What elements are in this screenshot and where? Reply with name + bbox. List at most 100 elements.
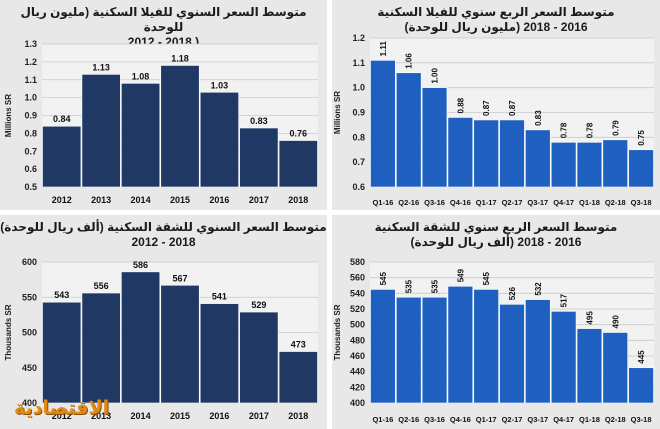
- bar: [278, 140, 318, 188]
- y-tick-label: 580: [350, 257, 365, 267]
- x-tick-label: Q3-16: [424, 415, 445, 424]
- data-label: 0.79: [611, 120, 620, 136]
- data-label: 0.76: [290, 129, 308, 139]
- bar: [473, 119, 499, 188]
- bar: [370, 289, 396, 404]
- y-axis-label: Millions SR: [4, 94, 13, 137]
- bar: [42, 125, 82, 188]
- bar: [576, 142, 603, 188]
- bar: [370, 60, 396, 188]
- data-label: 1.11: [379, 41, 388, 57]
- data-label: 545: [482, 272, 491, 286]
- x-tick-label: 2013: [91, 195, 111, 205]
- data-label: 1.13: [92, 62, 110, 72]
- y-tick-label: 1.1: [352, 58, 365, 68]
- bar: [499, 304, 525, 404]
- data-label: 0.78: [585, 122, 594, 138]
- x-tick-label: 2016: [209, 411, 229, 421]
- x-tick-label: 2015: [170, 195, 190, 205]
- y-tick-label: 1.1: [24, 75, 37, 85]
- y-tick-label: 600: [22, 257, 37, 267]
- x-tick-label: 2012: [52, 195, 72, 205]
- y-tick-label: 520: [350, 304, 365, 314]
- bar-chart-svg: 0.5 0.6 0.7 0.8 0.9 1.0 1.1 1.2 1.3 Millions SR 0.…: [4, 39, 318, 205]
- y-axis-label: Thousands SR: [333, 304, 342, 360]
- data-label: 567: [172, 273, 187, 283]
- chart-panel-villa-quarterly: متوسط السعر الربع سنوي للفيلا السكنية (م…: [332, 0, 660, 210]
- bar: [628, 367, 654, 404]
- chart-panel-villa-annual: متوسط السعر السنوي للفيلا السكنية (مليون…: [0, 0, 327, 210]
- bar: [278, 351, 318, 404]
- bar: [602, 139, 628, 188]
- bar: [447, 117, 474, 188]
- bar: [396, 72, 422, 188]
- x-tick-label: Q2-18: [605, 415, 626, 424]
- bar: [525, 129, 551, 188]
- x-tick-label: Q1-16: [372, 198, 393, 207]
- chart-subtitle: (ألف ريال للوحدة) 2016 - 2018: [410, 235, 582, 249]
- x-tick-label: Q2-17: [502, 198, 523, 207]
- x-tick-label: Q4-17: [553, 415, 574, 424]
- data-label: 1.06: [405, 53, 414, 69]
- bar-chart-svg: 400 450 500 550 600 Thousands SR 543 2012 556 201…: [4, 257, 318, 421]
- bar: [628, 149, 654, 188]
- x-tick-label: Q3-17: [527, 198, 548, 207]
- y-tick-label: 0.9: [352, 108, 365, 118]
- y-tick-label: 400: [350, 398, 365, 408]
- bar: [525, 299, 551, 404]
- x-tick-label: 2015: [170, 411, 190, 421]
- y-tick-label: 0.9: [24, 111, 37, 121]
- bar: [239, 311, 279, 404]
- chart-panel-apartment-quarterly: متوسط السعر الربع سنوي للشقة السكنية (أل…: [332, 215, 660, 429]
- bar: [121, 271, 161, 404]
- bar: [81, 74, 121, 188]
- chart-title: متوسط السعر السنوي للفيلا السكنية (مليون…: [20, 5, 307, 34]
- y-axis-label: Thousands SR: [4, 304, 13, 360]
- bar: [81, 292, 121, 404]
- y-tick-label: 1.3: [24, 39, 37, 49]
- y-tick-label: 1.0: [352, 83, 365, 93]
- chart-title-block: متوسط السعر الربع سنوي للشقة السكنية (أل…: [332, 220, 660, 250]
- x-tick-label: Q2-18: [605, 198, 626, 207]
- bar: [199, 303, 239, 404]
- y-tick-label: 0.8: [24, 128, 37, 138]
- x-tick-label: Q3-16: [424, 198, 445, 207]
- y-axis-label: Millions SR: [333, 91, 342, 134]
- y-tick-label: 0.5: [24, 182, 37, 192]
- chart-subtitle: (مليون ريال للوحدة) 2016 - 2018: [404, 20, 588, 34]
- x-tick-label: Q2-16: [398, 198, 419, 207]
- x-tick-label: Q4-16: [450, 415, 471, 424]
- data-label: 545: [379, 272, 388, 286]
- data-label: 0.78: [560, 122, 569, 138]
- y-tick-label: 1.2: [352, 33, 365, 43]
- data-label: 473: [291, 340, 306, 350]
- data-label: 1.18: [171, 53, 189, 63]
- y-tick-label: 0.7: [24, 146, 37, 156]
- y-tick-label: 400: [22, 398, 37, 408]
- data-label: 0.87: [482, 100, 491, 116]
- bar-chart-svg: 0.6 0.7 0.8 0.9 1.0 1.1 1.2 Millions SR 1.11 Q1-1…: [333, 33, 654, 207]
- x-tick-label: Q2-16: [398, 415, 419, 424]
- y-tick-label: 1.2: [24, 57, 37, 67]
- data-label: 535: [405, 279, 414, 293]
- bar: [42, 301, 82, 404]
- x-tick-label: Q1-17: [476, 198, 497, 207]
- x-tick-label: 2018: [288, 195, 308, 205]
- data-label: 549: [456, 268, 465, 282]
- chart-title: متوسط السعر الربع سنوي للفيلا السكنية: [377, 5, 615, 19]
- y-tick-label: 1.0: [24, 93, 37, 103]
- chart-subtitle: 2012 - 2018: [131, 235, 196, 249]
- data-label: 535: [431, 279, 440, 293]
- bar: [199, 91, 239, 188]
- bar: [160, 284, 200, 404]
- x-tick-label: 2016: [209, 195, 229, 205]
- y-tick-label: 560: [350, 273, 365, 283]
- data-label: 1.08: [132, 71, 150, 81]
- y-tick-label: 550: [22, 292, 37, 302]
- x-tick-label: Q1-18: [579, 415, 600, 424]
- data-label: 0.83: [534, 110, 543, 126]
- x-tick-label: 2014: [131, 195, 151, 205]
- chart-title: متوسط السعر الربع سنوي للشقة السكنية: [374, 220, 618, 234]
- bar: [473, 289, 499, 404]
- bar: [421, 87, 448, 188]
